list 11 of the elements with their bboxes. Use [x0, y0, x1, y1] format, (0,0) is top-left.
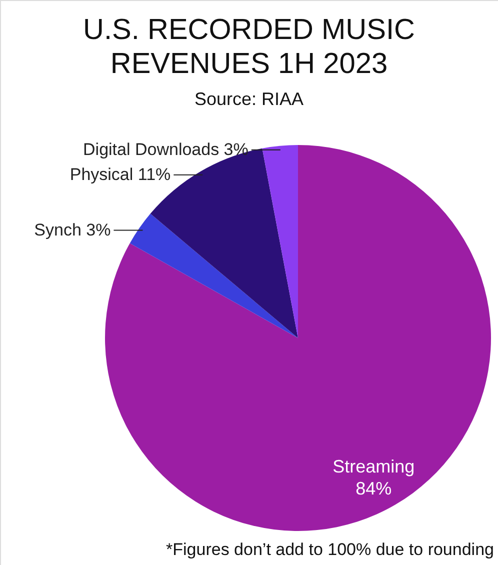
- data-label: 84%: [356, 478, 392, 499]
- chart-subtitle: Source: RIAA: [194, 89, 304, 109]
- slice-label: Synch 3%: [34, 220, 111, 240]
- pie-slice: [130, 214, 298, 338]
- pie-slice: [262, 145, 298, 338]
- text: U.S. RECORDED MUSIC: [83, 14, 415, 46]
- text: REVENUES 1H 2023: [110, 48, 388, 80]
- slice-label: Physical 11%: [70, 164, 171, 184]
- slice-label: Streaming: [332, 456, 415, 477]
- text: *Figures don’t add to 100% due to rounding: [166, 540, 494, 559]
- slice-label: Digital Downloads 3%: [83, 140, 248, 159]
